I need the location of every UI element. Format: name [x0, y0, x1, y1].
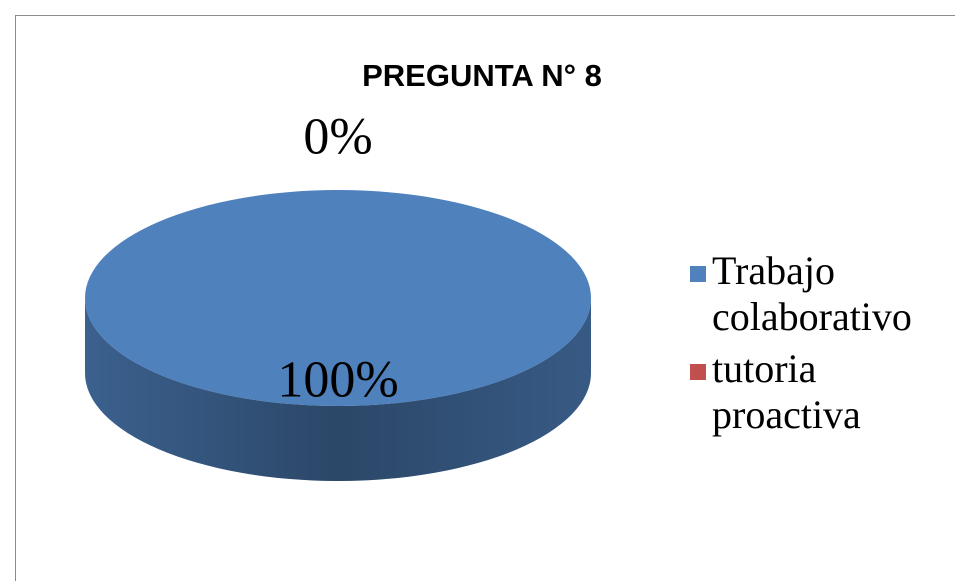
legend: Trabajo colaborativo tutoria proactiva: [690, 248, 950, 444]
legend-label: tutoria proactiva: [712, 346, 861, 437]
legend-label: Trabajo colaborativo: [712, 248, 912, 339]
pie: 100% 0%: [85, 108, 591, 481]
legend-swatch: [690, 266, 706, 282]
pie-side-shade: [85, 298, 591, 481]
legend-item: tutoria proactiva: [690, 346, 950, 438]
chart-title: PREGUNTA N° 8: [362, 58, 602, 93]
legend-swatch: [690, 364, 706, 380]
pie-slice: [85, 190, 591, 406]
data-label: 100%: [277, 351, 398, 408]
legend-item: Trabajo colaborativo: [690, 248, 950, 340]
data-label: 0%: [303, 108, 372, 165]
